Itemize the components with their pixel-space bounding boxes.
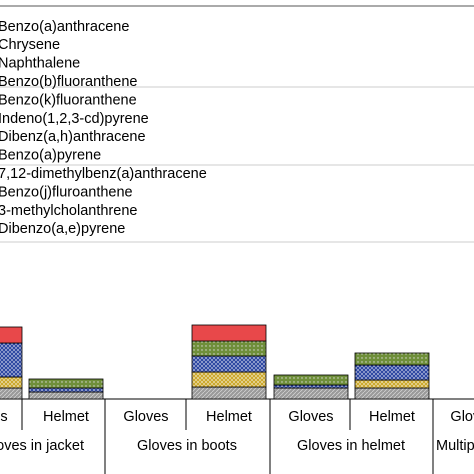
- bar-segment: [0, 326, 23, 344]
- bar-segment: [191, 371, 267, 388]
- x-tick-label: Gloves: [288, 409, 333, 425]
- bar-segment: [191, 340, 267, 357]
- group-label: Gloves in boots: [137, 438, 237, 454]
- bar-segment: [354, 364, 430, 381]
- bar-segment: [273, 384, 349, 389]
- legend-label: Benzo(a)pyrene: [0, 148, 101, 164]
- bar-segment: [191, 386, 267, 400]
- bar-segment: [28, 387, 104, 393]
- legend-label: 7,12-dimethylbenz(a)anthracene: [0, 166, 207, 182]
- group-label: Multipurpose: [436, 438, 474, 454]
- bar-segment: [191, 355, 267, 373]
- bar-segment: [354, 387, 430, 400]
- legend-box: [0, 5, 474, 243]
- legend-label: Naphthalene: [0, 56, 80, 72]
- legend-label: Benzo(b)fluoranthene: [0, 74, 137, 90]
- bar-segment: [0, 376, 23, 389]
- bar-segment: [354, 379, 430, 389]
- legend-label: 3-methylcholanthrene: [0, 203, 137, 219]
- bar-segment: [354, 352, 430, 366]
- legend-label: Benzo(a)anthracene: [0, 19, 129, 35]
- legend-label: Benzo(k)fluoranthene: [0, 92, 137, 108]
- x-tick-label: Helmet: [369, 409, 415, 425]
- group-label: Gloves in jacket: [0, 438, 84, 454]
- group-label: Gloves in helmet: [297, 438, 405, 454]
- legend-label: Benzo(j)fluroanthene: [0, 184, 133, 200]
- bar-segment: [0, 387, 23, 400]
- legend-label: Dibenz(a,h)anthracene: [0, 129, 146, 145]
- x-tick-label: Gloves: [450, 409, 474, 425]
- legend-label: Dibenzo(a,e)pyrene: [0, 221, 125, 237]
- x-tick-label: Helmet: [43, 409, 89, 425]
- bar-segment: [191, 324, 267, 342]
- bar-segment: [28, 378, 104, 389]
- x-tick-label: Gloves: [0, 409, 8, 425]
- x-tick-label: Gloves: [123, 409, 168, 425]
- legend-label: Chrysene: [0, 37, 60, 53]
- bar-segment: [273, 387, 349, 400]
- bar-segment: [273, 374, 349, 386]
- bar-segment: [28, 391, 104, 400]
- legend-label: Indeno(1,2,3-cd)pyrene: [0, 111, 149, 127]
- bar-segment: [0, 342, 23, 378]
- x-tick-label: Helmet: [206, 409, 252, 425]
